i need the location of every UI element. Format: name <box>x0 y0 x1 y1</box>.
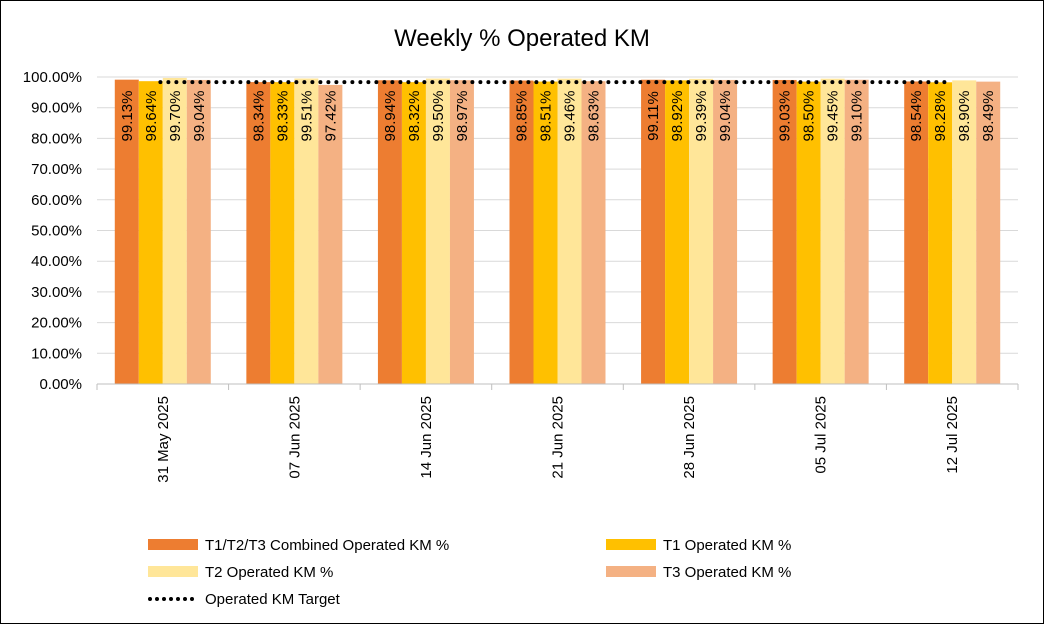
bar <box>796 81 821 384</box>
y-tick-label: 30.00% <box>31 284 82 301</box>
y-tick-label: 60.00% <box>31 192 82 209</box>
bar <box>976 81 1001 385</box>
bar <box>449 80 474 384</box>
data-label: 99.13% <box>119 91 136 142</box>
bar <box>581 81 606 384</box>
legend-label: T1 Operated KM % <box>663 537 791 554</box>
bar <box>533 81 558 384</box>
data-label: 99.46% <box>562 91 579 142</box>
data-label: 98.54% <box>908 91 925 142</box>
bar <box>641 79 666 384</box>
data-label: 98.34% <box>250 91 267 142</box>
y-tick-label: 40.00% <box>31 253 82 270</box>
y-axis-ticks: 0.00% 10.00% 20.00% 30.00% 40.00% 50.00% 60.00… <box>23 69 82 393</box>
legend-swatch <box>148 539 198 550</box>
bar <box>246 82 271 385</box>
y-tick-label: 80.00% <box>31 130 82 147</box>
legend-label: T3 Operated KM % <box>663 564 791 581</box>
bar <box>713 79 738 384</box>
bars <box>114 77 1001 385</box>
data-label: 99.11% <box>645 91 662 141</box>
x-tick-label: 05 Jul 2025 <box>813 396 830 474</box>
data-label: 99.70% <box>167 91 184 142</box>
data-label: 98.90% <box>956 91 973 142</box>
x-tick-label: 31 May 2025 <box>155 396 172 483</box>
bar <box>557 78 582 384</box>
legend-swatch <box>606 566 656 577</box>
x-tick-label: 12 Jul 2025 <box>944 396 961 474</box>
data-label: 98.63% <box>586 91 603 142</box>
y-tick-label: 0.00% <box>39 376 82 393</box>
bar <box>425 78 450 384</box>
data-label: 98.49% <box>980 91 997 142</box>
bar <box>186 79 211 384</box>
data-label: 99.39% <box>693 91 710 142</box>
chart-title: Weekly % Operated KM <box>394 25 650 52</box>
data-label: 98.94% <box>382 91 399 142</box>
bar <box>138 81 163 384</box>
data-label: 99.10% <box>849 91 866 142</box>
data-label: 99.04% <box>717 91 734 142</box>
data-label: 98.51% <box>538 91 555 142</box>
y-tick-label: 70.00% <box>31 161 82 178</box>
data-label: 99.04% <box>191 91 208 142</box>
y-tick-label: 20.00% <box>31 315 82 332</box>
bar <box>665 80 690 384</box>
bar <box>401 82 426 385</box>
data-labels: 99.13% 98.34% 98.94% 98.85% 99.11% 99.03% 98.5… <box>119 91 997 142</box>
bar <box>294 78 319 384</box>
bar <box>377 80 402 384</box>
bar <box>820 78 845 384</box>
bar <box>318 84 343 385</box>
y-tick-label: 50.00% <box>31 223 82 240</box>
data-label: 98.97% <box>454 91 471 142</box>
legend-swatch <box>148 566 198 577</box>
data-label: 97.42% <box>322 91 339 142</box>
y-tick-label: 100.00% <box>23 69 82 86</box>
bar <box>114 79 139 384</box>
legend-label: Operated KM Target <box>205 591 341 608</box>
x-tick-label: 14 Jun 2025 <box>418 396 435 479</box>
x-tick-label: 07 Jun 2025 <box>286 396 303 479</box>
data-label: 99.03% <box>777 91 794 142</box>
bar <box>689 78 714 384</box>
data-label: 99.45% <box>825 91 842 142</box>
data-label: 98.85% <box>514 91 531 142</box>
y-tick-label: 90.00% <box>31 100 82 117</box>
bar <box>844 79 869 384</box>
y-tick-label: 10.00% <box>31 345 82 362</box>
data-label: 99.50% <box>430 91 447 142</box>
x-tick-label: 21 Jun 2025 <box>550 396 567 479</box>
data-label: 98.92% <box>669 91 686 142</box>
data-label: 98.50% <box>801 91 818 142</box>
data-label: 98.28% <box>932 91 949 142</box>
legend-label: T1/T2/T3 Combined Operated KM % <box>205 537 449 554</box>
legend-swatch <box>606 539 656 550</box>
bar <box>904 81 929 384</box>
data-label: 98.32% <box>406 91 423 142</box>
bar <box>270 82 295 385</box>
x-axis: 31 May 2025 07 Jun 2025 14 Jun 2025 21 Jun … <box>96 383 1019 483</box>
bar <box>952 80 977 384</box>
data-label: 98.64% <box>143 91 160 142</box>
bar <box>162 77 187 385</box>
legend: T1/T2/T3 Combined Operated KM % T1 Operat… <box>148 537 791 608</box>
bar <box>772 79 797 384</box>
legend-label: T2 Operated KM % <box>205 564 333 581</box>
data-label: 98.33% <box>274 91 291 142</box>
bar <box>928 82 953 385</box>
data-label: 99.51% <box>298 91 315 142</box>
bar <box>509 80 534 384</box>
x-tick-label: 28 Jun 2025 <box>681 396 698 479</box>
